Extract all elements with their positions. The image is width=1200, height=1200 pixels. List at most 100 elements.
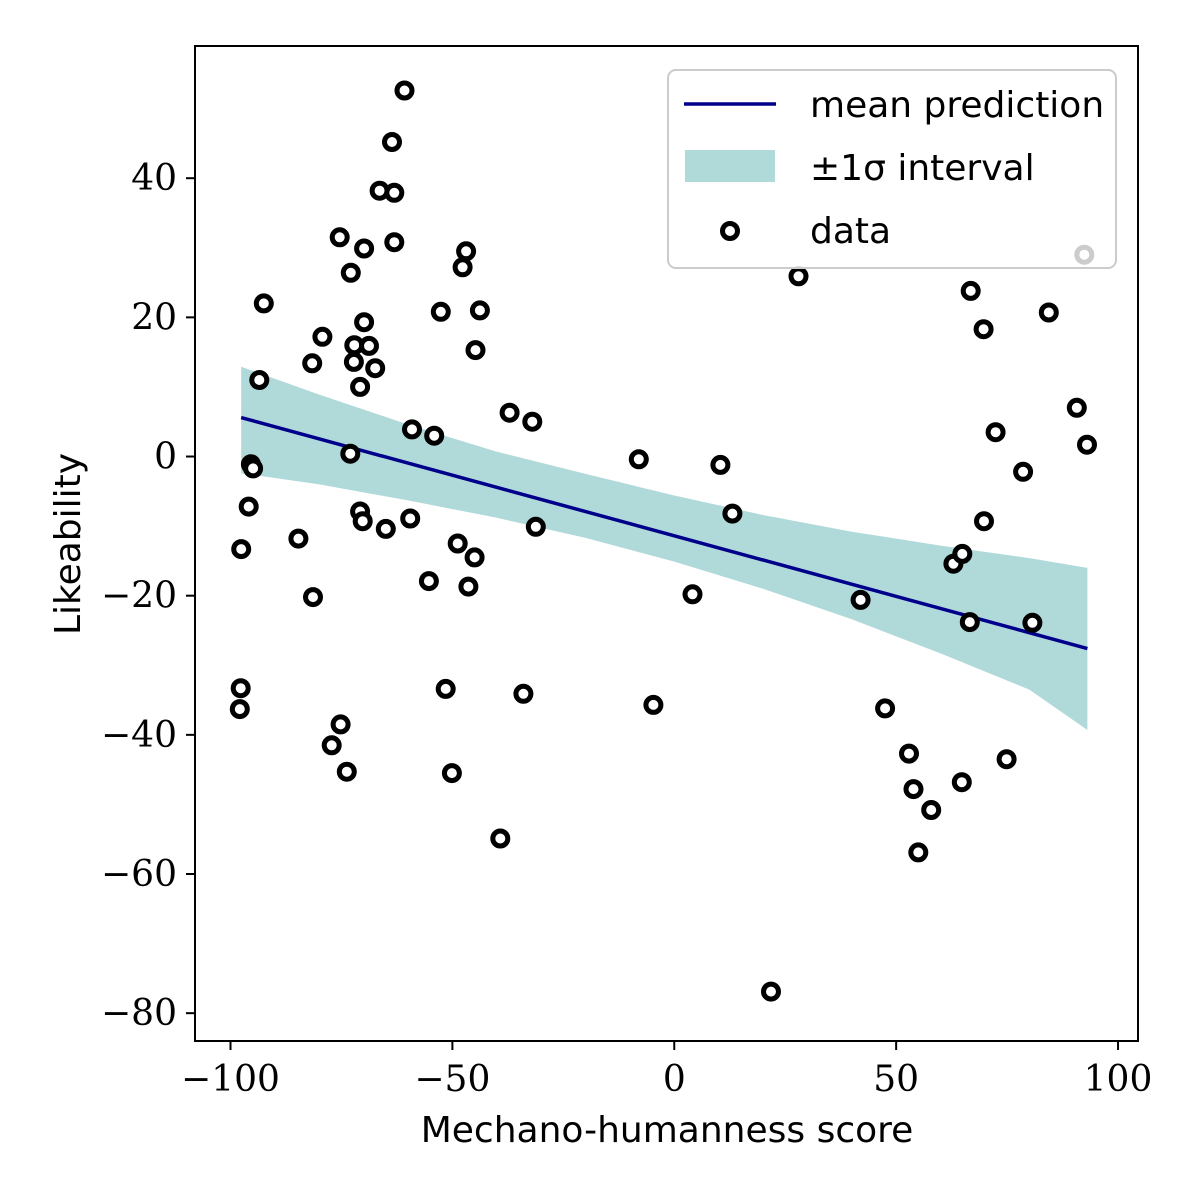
data-point (238, 496, 259, 517)
data-point (231, 539, 252, 560)
x-tick-label: 50 (873, 1059, 919, 1100)
data-point (899, 743, 919, 764)
data-point (352, 511, 373, 532)
y-tick-label: −60 (101, 854, 177, 895)
data-point (469, 300, 490, 321)
data-point (253, 293, 274, 314)
x-tick-label: −50 (414, 1059, 490, 1100)
data-point (952, 543, 973, 564)
data-point (382, 132, 402, 152)
data-point (359, 335, 379, 356)
data-point (643, 694, 664, 715)
legend: mean prediction ±1σ interval data (667, 69, 1117, 269)
legend-box (667, 69, 1117, 269)
data-point (513, 683, 534, 704)
data-points-layer (229, 80, 1097, 1002)
data-point (525, 516, 546, 537)
data-point (288, 528, 309, 549)
data-point (710, 454, 731, 475)
data-point (230, 678, 251, 699)
data-point (365, 358, 386, 379)
data-point (908, 842, 929, 863)
data-point (447, 533, 468, 554)
y-tick-label: −20 (101, 576, 177, 617)
data-point (850, 589, 871, 610)
data-point (384, 232, 405, 253)
mean-prediction-line (240, 415, 1088, 651)
data-point (441, 763, 462, 784)
data-point (903, 779, 924, 800)
interval-band-layer (241, 366, 1088, 730)
legend-label-interval: ±1σ interval (810, 148, 1035, 189)
y-axis-title: Likeability (48, 453, 89, 635)
data-point (959, 612, 980, 633)
data-point (456, 241, 477, 262)
data-point (722, 503, 743, 524)
data-point (974, 511, 994, 532)
data-point (761, 981, 781, 1002)
y-axis-ticks: −80 −60 −40 −20 0 20 40 (101, 158, 195, 1034)
data-point (1022, 612, 1043, 633)
x-tick-label: −100 (181, 1059, 280, 1100)
data-point (788, 266, 809, 287)
data-point (973, 319, 994, 340)
data-point (321, 735, 342, 756)
data-point (960, 280, 981, 301)
data-point (394, 80, 415, 101)
legend-marker-swatch (720, 221, 740, 241)
data-point (350, 376, 371, 397)
data-point (384, 182, 405, 203)
x-axis-title: Mechano-humanness score (421, 1110, 914, 1151)
data-point (402, 419, 422, 440)
data-point (435, 678, 456, 699)
mean-line-layer (240, 415, 1088, 651)
y-tick-label: 40 (131, 158, 177, 199)
data-point (312, 326, 333, 347)
data-point (464, 547, 485, 568)
data-point (375, 518, 396, 539)
data-point (985, 422, 1006, 443)
data-point (330, 714, 351, 735)
data-point (340, 262, 361, 283)
data-point (499, 402, 520, 423)
data-point (229, 699, 250, 720)
data-point (465, 340, 486, 361)
data-point (400, 508, 421, 529)
y-tick-label: 0 (154, 437, 177, 478)
data-point (343, 351, 364, 372)
legend-label-data: data (810, 211, 891, 252)
data-point (302, 353, 323, 374)
data-point (354, 312, 375, 333)
data-point (1038, 302, 1059, 323)
data-point (430, 301, 451, 322)
data-point (875, 698, 896, 719)
y-tick-label: −80 (101, 993, 177, 1034)
legend-band-swatch (685, 150, 775, 182)
x-tick-label: 100 (1084, 1059, 1153, 1100)
data-point (682, 584, 703, 605)
data-point (628, 449, 649, 470)
data-point (452, 257, 473, 278)
data-point (424, 425, 445, 446)
data-point (522, 411, 543, 432)
plot-frame (194, 45, 1139, 1042)
y-tick-label: 20 (131, 297, 177, 338)
data-point (303, 587, 323, 608)
data-point (329, 227, 350, 248)
x-tick-label: 0 (663, 1059, 686, 1100)
x-axis-ticks: −100 −50 0 50 100 (181, 1041, 1152, 1100)
data-point (418, 571, 439, 592)
data-point (354, 238, 375, 259)
data-point (1066, 397, 1087, 418)
data-point (458, 576, 479, 597)
data-point (1013, 461, 1034, 482)
legend-label-mean-prediction: mean prediction (810, 85, 1104, 126)
y-tick-label: −40 (101, 715, 177, 756)
interval-band (241, 366, 1088, 730)
data-point (996, 749, 1017, 770)
data-point (490, 828, 511, 849)
data-point (249, 370, 270, 390)
data-point (340, 443, 361, 464)
